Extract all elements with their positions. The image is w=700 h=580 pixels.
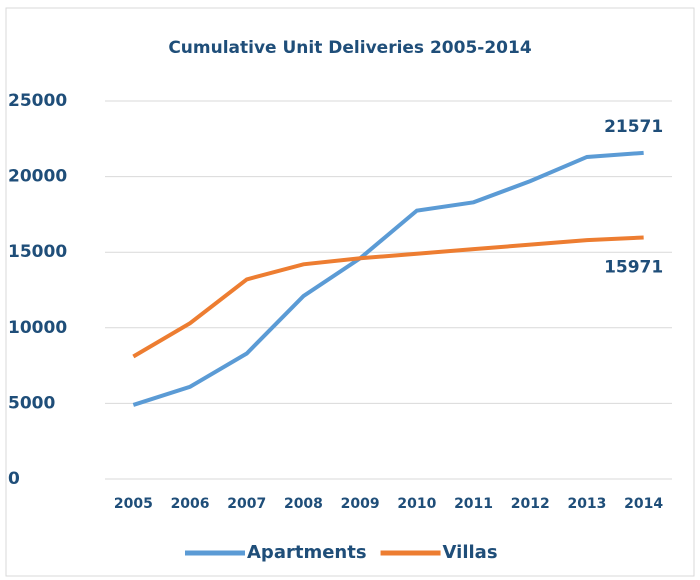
legend-label: Villas	[443, 542, 498, 563]
data-label: 21571	[604, 117, 663, 137]
line-series	[132, 235, 644, 359]
y-tick-label: 15000	[8, 242, 67, 262]
legend-label: Apartments	[247, 542, 367, 563]
y-tick-label: 20000	[8, 167, 67, 187]
x-tick-label: 2005	[114, 496, 153, 512]
y-tick-label: 5000	[8, 393, 55, 413]
x-tick-label: 2012	[511, 496, 550, 512]
x-tick-label: 2013	[567, 496, 606, 512]
x-tick-label: 2007	[227, 496, 266, 512]
x-tick-label: 2010	[397, 496, 436, 512]
x-tick-label: 2006	[171, 496, 210, 512]
chart-border	[5, 7, 695, 577]
data-label: 15971	[604, 258, 663, 278]
x-tick-label: 2014	[624, 496, 663, 512]
y-tick-label: 25000	[8, 91, 67, 111]
y-tick-label: 0	[8, 469, 20, 489]
chart-title: Cumulative Unit Deliveries 2005-2014	[168, 38, 531, 58]
x-tick-label: 2011	[454, 496, 493, 512]
line-series	[132, 150, 644, 407]
x-tick-label: 2009	[341, 496, 380, 512]
y-tick-label: 10000	[8, 318, 67, 338]
x-tick-label: 2008	[284, 496, 323, 512]
